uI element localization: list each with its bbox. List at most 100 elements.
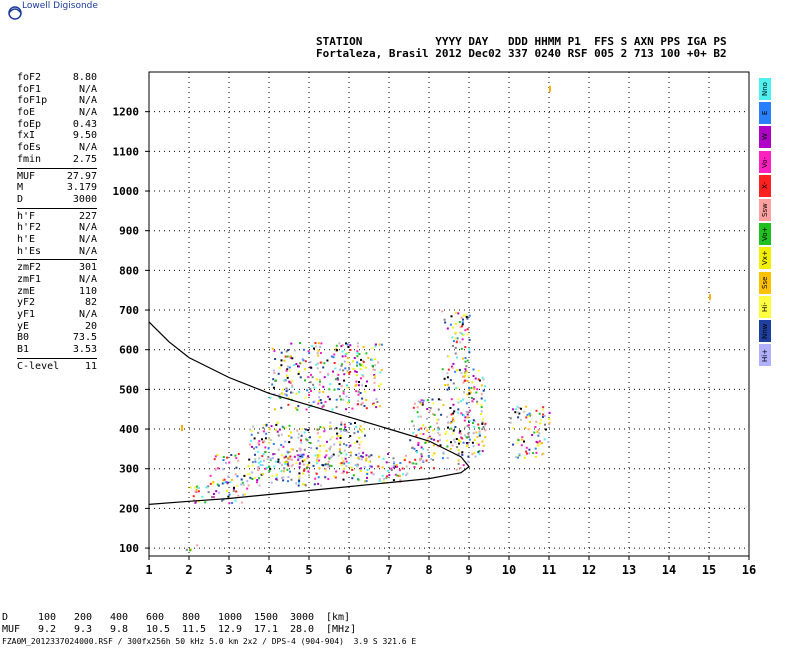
echo-point [343,449,346,452]
echo-point [337,435,339,437]
echo-point [313,386,316,389]
echo-point [285,350,288,353]
echo-point [285,390,288,393]
echo-point [296,454,299,457]
parameter-group-divider [17,207,97,209]
echo-point [282,476,285,479]
echo-point [481,422,484,425]
echo-point [341,363,344,366]
echo-point [422,459,424,462]
echo-point [285,461,288,464]
echo-point [324,469,327,472]
legend-item: Nnw [759,319,771,342]
echo-point [472,375,475,377]
echo-point [461,451,464,454]
echo-point [316,428,319,431]
echo-point [457,459,460,462]
echo-point [275,423,278,426]
echo-point [311,345,314,348]
echo-point [316,367,319,370]
echo-point [333,353,336,356]
y-tick-label: 300 [119,463,139,476]
echo-point [317,402,320,405]
echo-point [376,401,379,403]
echo-point [399,478,402,481]
echo-point [481,428,484,431]
echo-point [356,355,359,358]
parameter-name: foF1p [17,95,48,107]
echo-point [287,451,290,454]
echo-point [318,396,321,399]
echo-point [315,472,318,475]
echo-point [482,444,485,447]
echo-point [466,333,469,336]
echo-point [374,343,377,346]
echo-point [278,367,281,369]
echo-point [313,483,316,486]
echo-point [305,428,307,431]
echo-point [340,464,343,467]
echo-point [472,432,475,435]
x-tick-label: 6 [345,563,352,577]
echo-point [461,338,464,341]
echo-point [471,400,474,403]
parameter-group-divider [17,259,97,261]
echo-point [405,465,408,468]
parameter-row: h'F 227 [17,211,97,223]
echo-point [433,452,436,455]
echo-point [543,438,546,441]
echo-point [361,384,364,387]
lowell-logo-icon [8,6,22,20]
echo-point [426,429,429,432]
legend-item: Sse [759,271,771,294]
echo-point [528,452,531,455]
echo-point [283,467,286,470]
echo-point [403,459,406,462]
echo-point [223,478,226,481]
echo-point [362,428,365,430]
echo-point [318,378,321,381]
echo-point [307,350,310,353]
echo-point [242,493,245,496]
echo-point [317,439,320,442]
legend-item: Hi- [759,295,771,318]
echo-point [395,464,398,466]
echo-point [455,356,458,359]
echo-point [273,386,275,389]
echo-point [359,368,362,371]
echo-point [329,425,332,428]
echo-point [518,453,521,456]
echo-point [214,469,217,471]
echo-point [537,434,540,437]
echo-point [372,402,375,405]
echo-point [515,456,518,459]
echo-point [433,444,435,447]
y-tick-label: 100 [119,542,139,555]
echo-point [249,443,251,446]
echo-point [338,383,341,385]
echo-point [354,370,357,373]
echo-point [339,443,342,446]
echo-point [548,418,551,421]
echo-point [542,415,544,418]
echo-point [358,458,361,460]
echo-point [381,474,384,477]
echo-point [272,453,275,456]
echo-point [273,453,276,455]
echo-point [468,351,471,354]
echo-point [268,438,271,441]
muf-table: D 100 200 400 600 800 1000 1500 3000 [km] MUF 9.2 9… [2,612,366,636]
echo-point [398,469,401,472]
echo-point [462,314,465,317]
echo-point [382,480,385,483]
parameter-value: 27.97 [66,170,97,182]
parameter-value: 227 [78,210,97,222]
echo-point [468,389,471,392]
echo-point [518,412,521,415]
echo-point [340,421,343,424]
parameter-value: 3000 [72,193,97,205]
echo-point [275,379,277,382]
echo-point [437,426,440,429]
parameter-value: N/A [78,95,97,107]
parameter-value: N/A [78,309,97,321]
